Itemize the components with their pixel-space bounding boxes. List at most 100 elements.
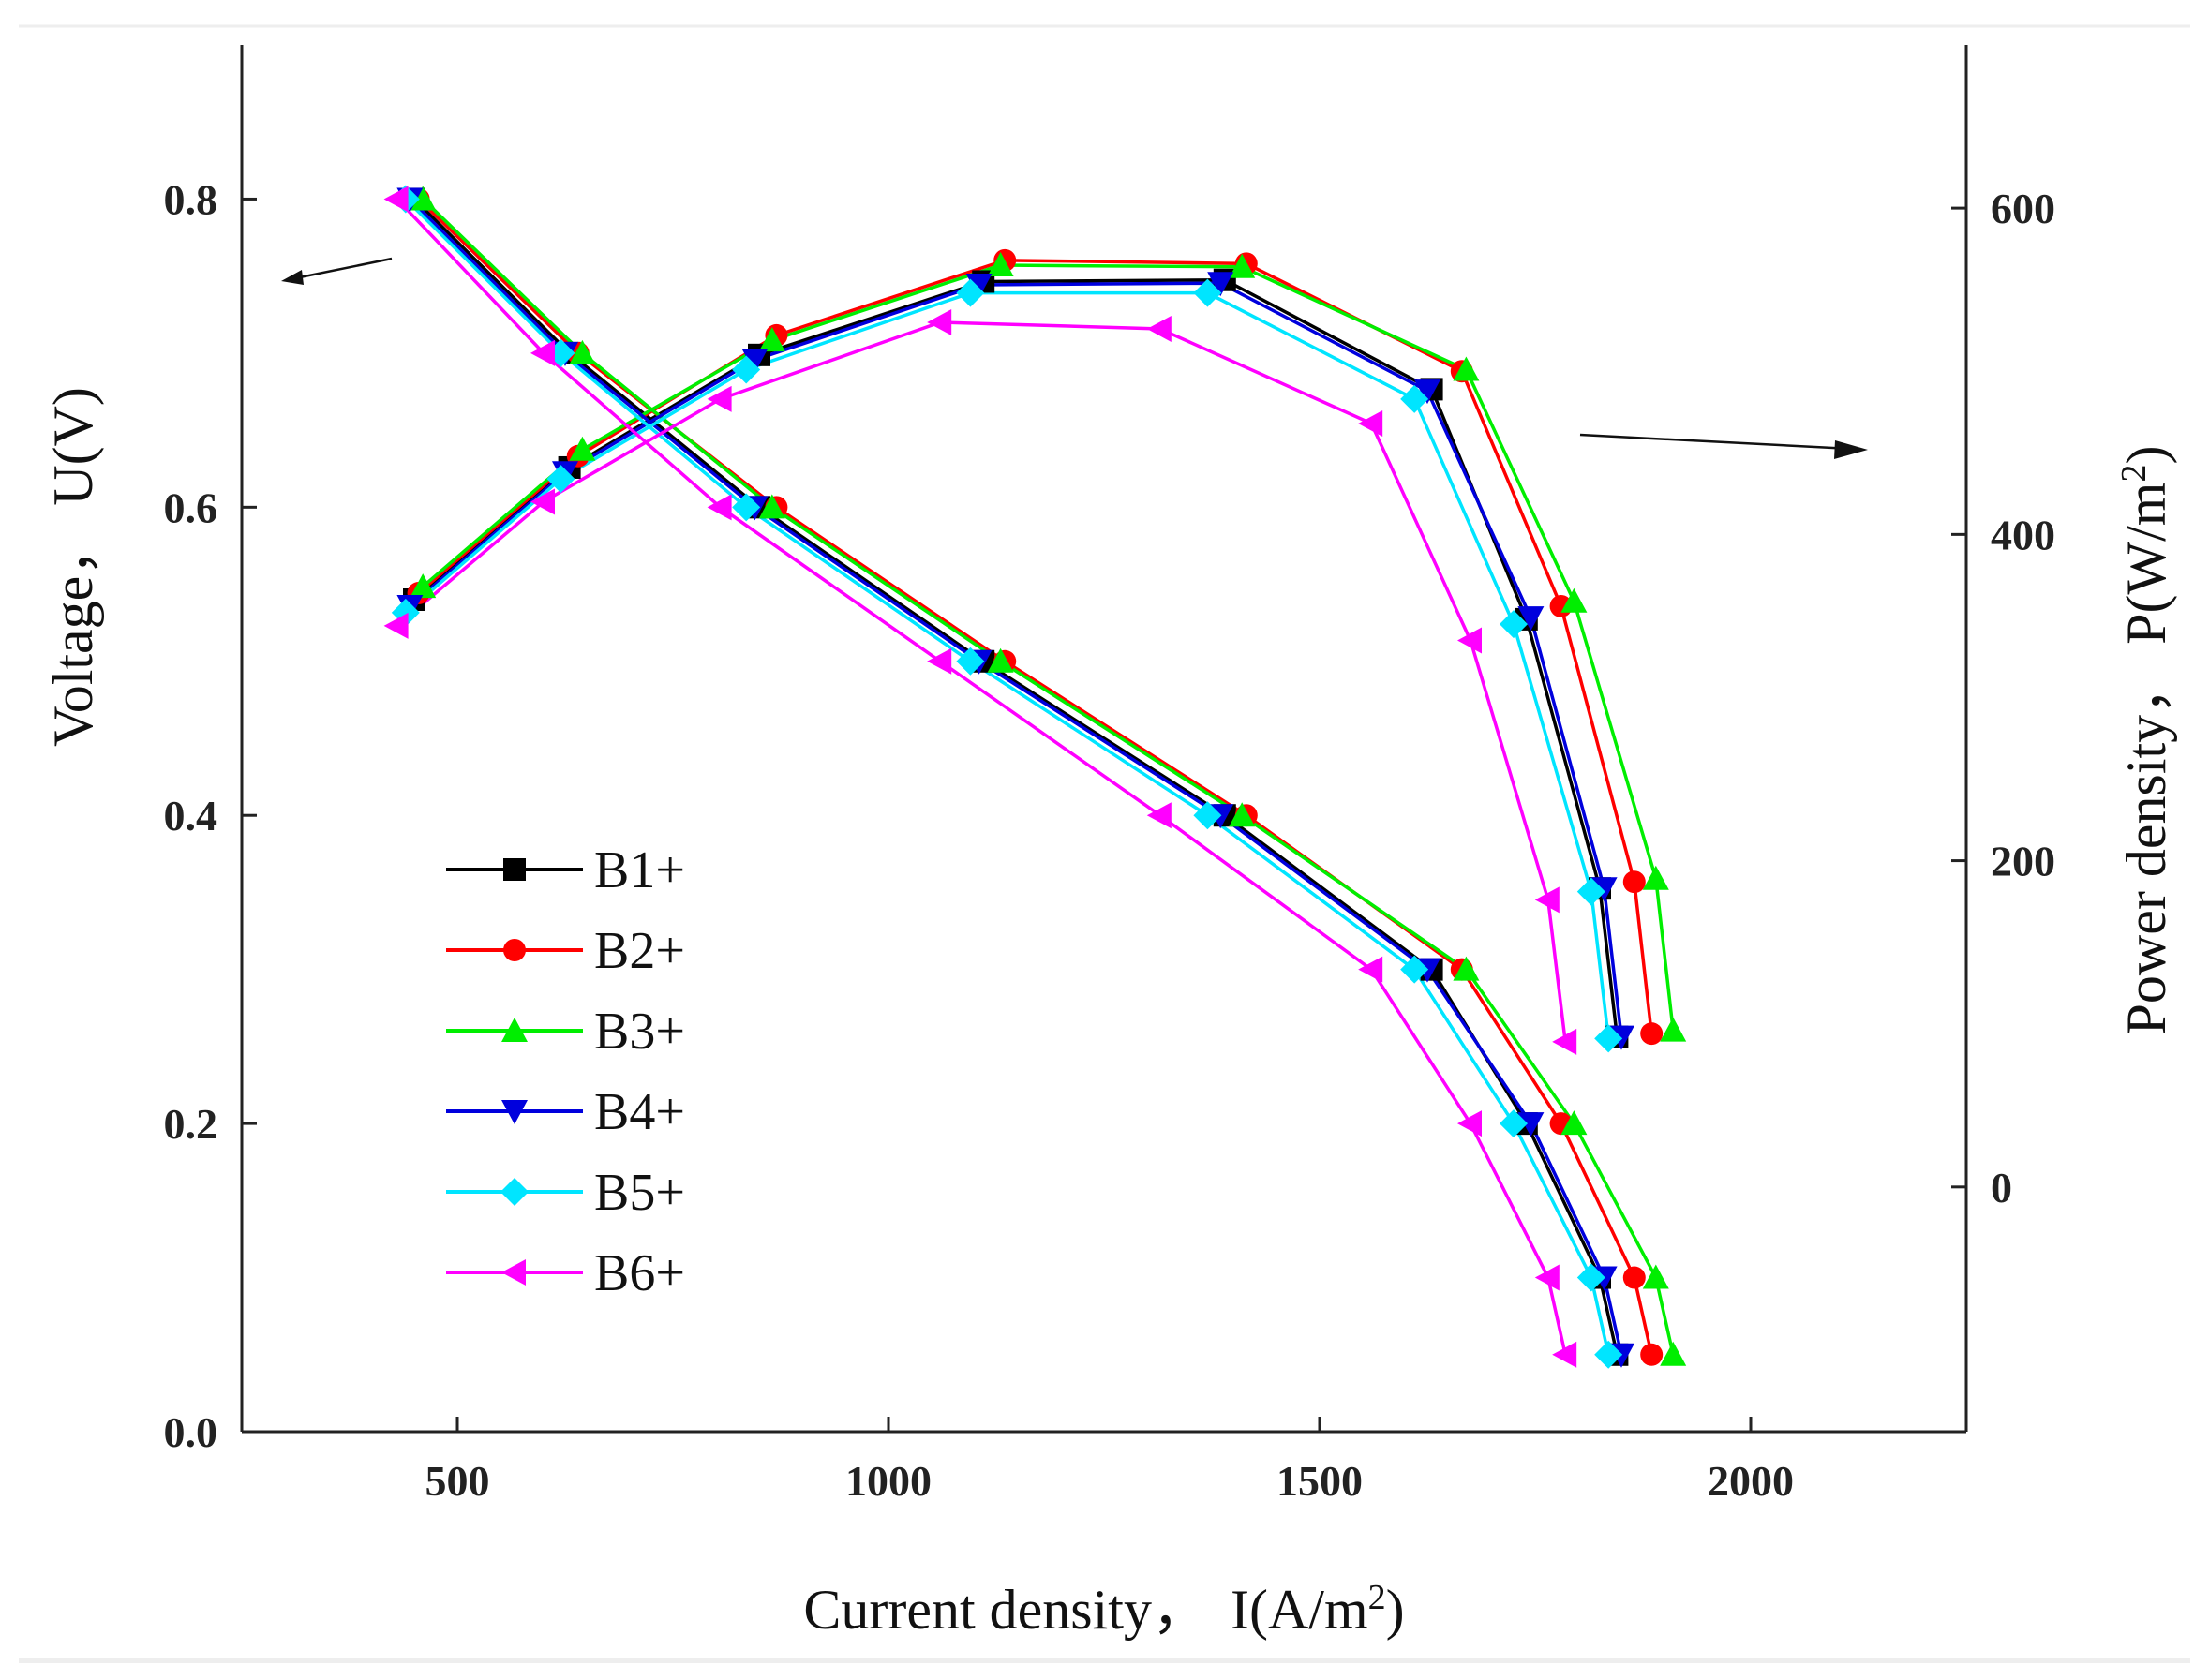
x-tick-label: 500 [425,1457,490,1505]
x-axis-title: Current density， I(A/m2) [803,1578,1404,1641]
series-b4-power-point [1590,877,1618,902]
series-b5-power-point [546,465,575,494]
series-b2-voltage-point [1622,1266,1646,1289]
y-right-tick-label: 600 [1991,185,2055,232]
series-b5-power-point [732,355,761,384]
series-b3-voltage-point [1453,956,1480,981]
series-b5-power-point [1594,1024,1623,1053]
x-tick-label: 1500 [1276,1457,1363,1505]
legend-b2-marker [503,939,526,961]
series-b6-power-point [1457,627,1482,654]
series-b3-power-point [1453,356,1480,381]
series-b3-voltage-point [987,647,1014,673]
series-b6-power-point [383,612,409,639]
series-b3-voltage-point [1660,1341,1687,1366]
left-axis-arrow [281,257,393,285]
plot-area [240,45,1968,1434]
series-b6-power-point [1358,409,1383,437]
series-b2-power-point [1640,1022,1664,1046]
legend-b6-label: B6+ [594,1244,685,1302]
series-b3-voltage-point [569,339,596,364]
series-b3-power-point [758,327,785,352]
series-b4-power-point [1517,606,1545,632]
x-axis-ticks: 500 1000 1500 2000 [425,1417,1794,1505]
series-b3-voltage-point [410,186,437,211]
legend-b3-label: B3+ [594,1003,685,1061]
series-b6-voltage-point [530,339,555,366]
series-markers [383,185,1687,1369]
series-b2-power-point [1622,870,1646,894]
series-b3-voltage-point [1642,1264,1669,1289]
legend-b3-marker [501,1018,528,1042]
y-right-tick-label: 400 [1991,511,2055,558]
y-left-axis-ticks: 0.0 0.2 0.4 0.6 0.8 [164,175,257,1456]
series-b5-voltage-point [732,493,761,522]
series-b6-voltage-point [927,647,952,675]
series-b5-power-point [1500,610,1528,639]
series-b5-voltage-point [1576,1263,1605,1292]
series-b5-voltage-point [956,647,985,676]
legend-b1-label: B1+ [594,841,685,899]
legend-b4-marker [501,1100,528,1124]
series-b5-power-point [956,278,985,307]
series-b5-voltage-point [1193,801,1222,830]
series-b4-power-point [1207,272,1234,297]
series-b6-voltage-point [383,186,409,213]
legend-b4-label: B4+ [594,1083,685,1141]
series-b5-voltage-point [1400,955,1429,984]
y-left-tick-label: 0.0 [164,1408,218,1456]
y-right-axis-ticks: 0 200 400 600 [1951,185,2055,1212]
series-b6-power-point [1534,886,1560,914]
series-b3-power-point [410,573,437,599]
legend-b6-marker [501,1259,526,1286]
right-axis-arrow [1579,433,1868,459]
series-b4-power-point [741,349,769,374]
series-b4-power-point [965,273,993,298]
series-b5-power-point [1400,384,1429,413]
y-right-tick-label: 200 [1991,838,2055,885]
series-b6-voltage-point [1457,1110,1482,1137]
series-b2-voltage-point [1640,1343,1664,1366]
x-tick-label: 1000 [845,1457,932,1505]
y-left-axis-title: Voltage， U(V) [42,387,104,747]
legend-b5-label: B5+ [594,1164,685,1222]
series-b3-voltage-point [758,494,785,519]
series-b5-voltage-point [1500,1109,1528,1138]
series-b6-power-point [1146,315,1172,342]
y-left-tick-label: 0.6 [164,483,218,531]
legend-b2-label: B2+ [594,922,685,980]
series-b6-voltage-point [1146,802,1172,829]
series-b3-voltage-point [1560,1110,1588,1136]
series-b5-power-point [1193,278,1222,307]
series-b3-voltage-point [1229,802,1256,827]
series-b3-power-point [1229,253,1256,278]
series-b6-voltage-point [1534,1264,1560,1291]
legend: B1+ B2+ B3+ B4+ B5+ B6+ [446,841,685,1302]
series-b4-voltage-point [1517,1112,1545,1137]
series-b5-power-point [1576,877,1605,906]
y-right-tick-label: 0 [1991,1164,2012,1212]
series-b6-voltage-point [1552,1341,1577,1368]
series-b6-power-point [927,309,952,335]
series-b6-voltage-point [707,494,732,521]
series-b3-power-point [569,436,596,461]
y-right-axis-title: Power density， P(W/m2) [2114,446,2177,1035]
y-left-tick-label: 0.8 [164,175,218,223]
series-b5-voltage-point [1594,1340,1623,1369]
series-b4-power-point [1414,379,1440,405]
legend-b5-marker [500,1178,529,1206]
legend-b1-marker [503,858,526,881]
series-b6-power-point [707,385,732,412]
series-b3-power-point [1660,1017,1687,1042]
series-b3-power-point [1560,587,1588,613]
series-b6-power-point [1552,1028,1577,1055]
series-b6-voltage-point [1358,956,1383,983]
series-b3-power-point [1642,865,1669,890]
x-tick-label: 2000 [1708,1457,1794,1505]
y-left-tick-label: 0.4 [164,792,218,840]
y-left-tick-label: 0.2 [164,1100,218,1148]
series-b6-power-point [530,488,555,515]
series-b3-power-point [987,252,1014,277]
